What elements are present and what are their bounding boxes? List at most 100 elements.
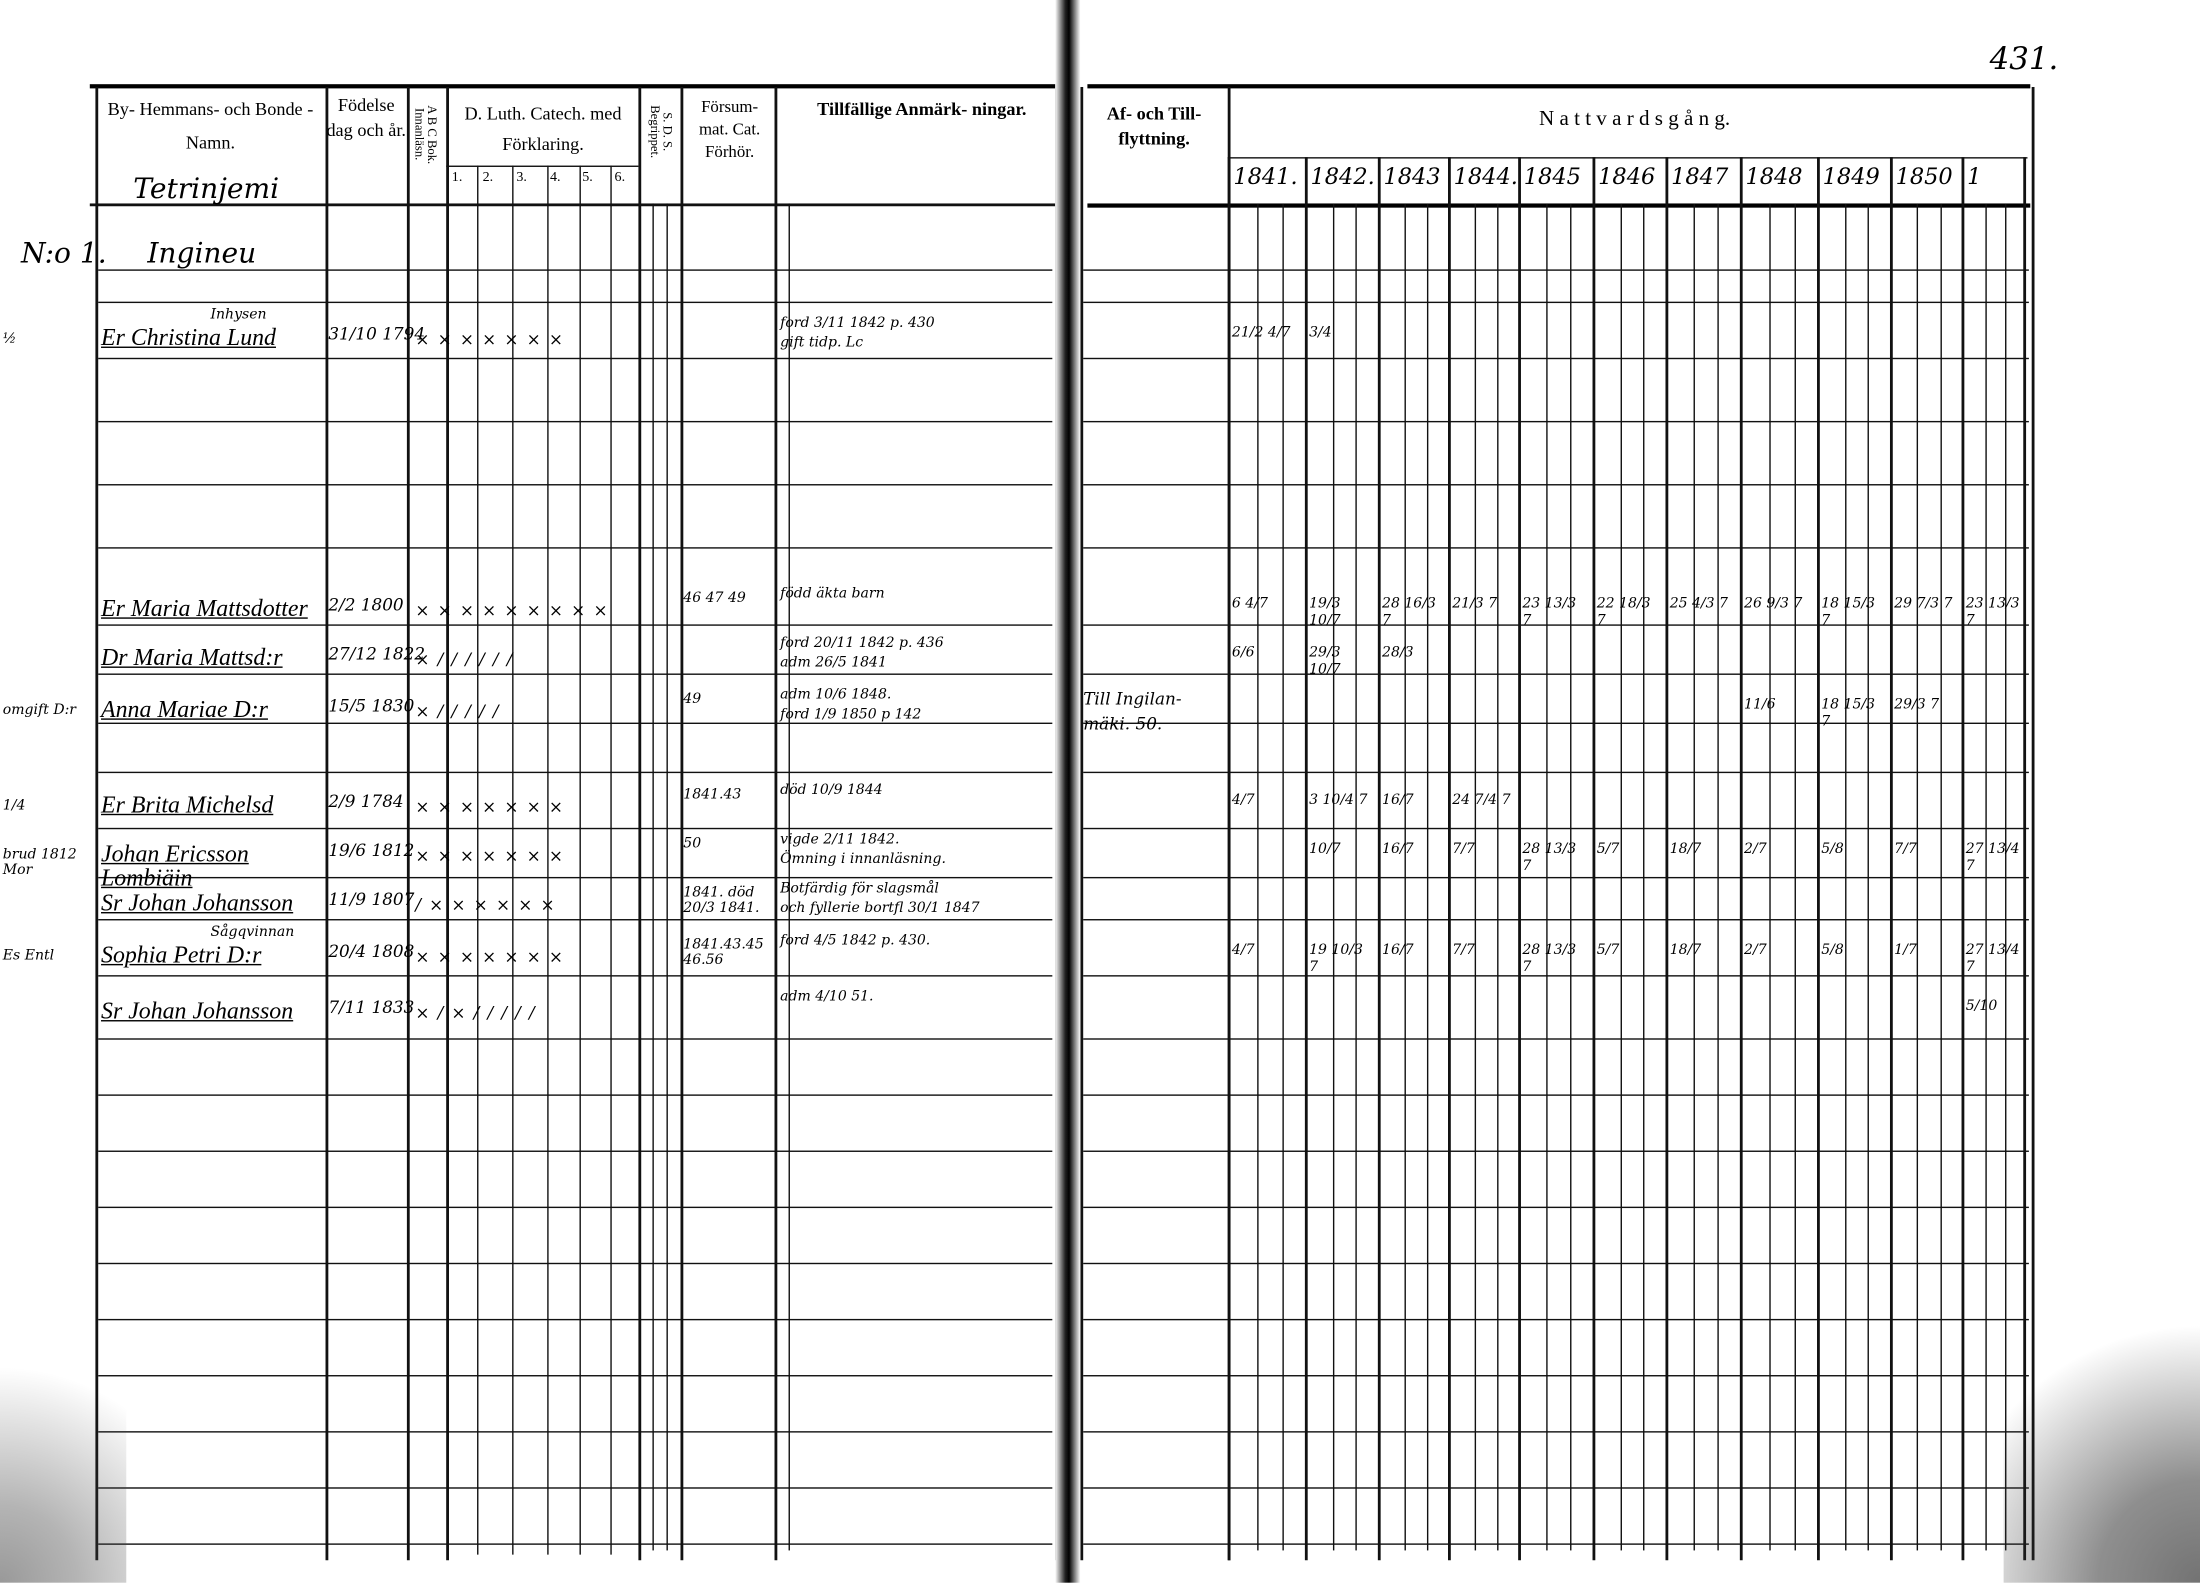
communion-date: 5/8 bbox=[1821, 942, 1844, 959]
catechism-marks: × × × × × × × × × bbox=[415, 600, 609, 621]
row-rule-left bbox=[98, 357, 1053, 360]
year-line bbox=[1377, 157, 1381, 1561]
year-line bbox=[1961, 157, 1965, 1561]
year-line bbox=[1817, 157, 1820, 1561]
birth-date: 31/10 1794 bbox=[328, 324, 426, 344]
row-rule-right bbox=[1083, 827, 2029, 830]
communion-date: 5/8 bbox=[1821, 841, 1844, 858]
row-rule-right bbox=[1083, 771, 2029, 774]
name-annotation: Sågqvinnan bbox=[210, 924, 295, 941]
communion-date: 26 9/3 7 bbox=[1744, 596, 1803, 612]
catechism-subcol-label: 4. bbox=[550, 169, 561, 186]
year-line bbox=[1889, 157, 1893, 1561]
year-line bbox=[1227, 157, 1231, 1561]
row-rule-right bbox=[1083, 269, 2029, 271]
row-rule-right bbox=[1083, 1487, 2029, 1489]
village-name: Tetrinjemi bbox=[133, 171, 280, 205]
person-name: Sophia Petri D:r bbox=[101, 941, 262, 969]
margin-note: Es Entl bbox=[2, 948, 55, 964]
catechism-subcol-label: 1. bbox=[451, 169, 463, 186]
catechism-marks: × × × × × × × bbox=[415, 796, 565, 817]
row-rule-right bbox=[1083, 919, 2029, 921]
communion-date: 27 13/4 7 bbox=[1965, 942, 2020, 976]
header-missed: Försum- mat. Cat. Förhör. bbox=[698, 96, 761, 162]
year-line bbox=[1592, 157, 1596, 1561]
communion-date: 7/7 bbox=[1894, 841, 1917, 858]
missed-hearings: 50 bbox=[683, 836, 702, 852]
row-rule-right bbox=[1083, 1150, 2029, 1152]
row-rule-right bbox=[1083, 301, 2029, 304]
year-header: 1842. bbox=[1310, 162, 1375, 190]
row-rule-left bbox=[98, 1206, 1053, 1209]
communion-date: 16/7 bbox=[1382, 841, 1414, 858]
row-rule-right bbox=[1083, 420, 2029, 423]
row-rule-left bbox=[98, 919, 1053, 921]
margin-note: brud 1812 Mor bbox=[2, 847, 77, 879]
header-rule-right bbox=[1087, 203, 2031, 208]
row-rule-left bbox=[98, 722, 1053, 724]
row-rule-left bbox=[98, 547, 1053, 549]
year-header: 1846 bbox=[1598, 162, 1656, 190]
communion-date: 4/7 bbox=[1231, 792, 1255, 809]
header-communion: N a t t v a r d s g å n g. bbox=[1539, 108, 1731, 131]
communion-date: 6/6 bbox=[1231, 645, 1255, 661]
remark: ford 3/11 1842 p. 430 bbox=[780, 315, 935, 332]
remark: adm 10/6 1848. bbox=[780, 687, 892, 703]
communion-date: 11/6 bbox=[1744, 697, 1776, 713]
row-rule-right bbox=[1083, 1038, 2029, 1040]
birth-date: 7/11 1833 bbox=[328, 997, 415, 1018]
communion-date: 16/7 bbox=[1382, 942, 1414, 959]
row-rule-left bbox=[98, 1038, 1053, 1040]
column-line bbox=[406, 86, 410, 1561]
catechism-marks: × × × × × × × bbox=[415, 846, 565, 866]
catechism-subline bbox=[610, 165, 612, 1555]
scan-damage-left bbox=[0, 1302, 127, 1583]
birth-date: 2/2 1800 bbox=[328, 594, 404, 615]
farm-name: Ingineu bbox=[147, 235, 257, 270]
birth-date: 11/9 1807 bbox=[328, 889, 415, 910]
communion-date: 2/7 bbox=[1744, 841, 1767, 858]
top-rule-left bbox=[89, 84, 1058, 89]
birth-date: 15/5 1830 bbox=[328, 695, 415, 716]
remark: Botfärdig för slagsmål bbox=[780, 881, 939, 897]
row-rule-left bbox=[98, 1094, 1053, 1096]
communion-date: 7/7 bbox=[1452, 841, 1475, 858]
catechism-marks: / × × × × × × bbox=[415, 895, 557, 915]
communion-date: 18/7 bbox=[1669, 841, 1702, 858]
remark: född äkta barn bbox=[780, 586, 885, 602]
column-line bbox=[446, 86, 449, 1561]
header-remarks: Tillfällige Anmärk- ningar. bbox=[817, 98, 1027, 120]
person-name: Sr Johan Johansson bbox=[101, 889, 294, 917]
remark: ford 20/11 1842 p. 436 bbox=[780, 635, 944, 652]
catechism-subrule bbox=[446, 165, 639, 167]
scan-damage bbox=[2003, 1302, 2200, 1583]
year-header: 1850 bbox=[1895, 162, 1953, 190]
person-name: Er Christina Lund bbox=[101, 324, 276, 351]
row-rule-right bbox=[1083, 1431, 2029, 1433]
row-rule-right bbox=[1083, 876, 2029, 879]
person-name: Sr Johan Johansson bbox=[101, 997, 294, 1025]
birth-date: 2/9 1784 bbox=[328, 791, 404, 811]
catechism-subline bbox=[547, 165, 549, 1555]
header-sds: S. D. S. Begrippet. bbox=[648, 105, 675, 159]
row-rule-left bbox=[98, 484, 1053, 486]
row-rule-left bbox=[98, 1543, 1053, 1545]
row-rule-right bbox=[1083, 624, 2029, 626]
row-rule-right bbox=[1083, 1543, 2029, 1545]
birth-date: 27/12 1822 bbox=[328, 644, 426, 664]
year-rule bbox=[1227, 157, 2028, 159]
birth-date: 19/6 1812 bbox=[328, 840, 415, 861]
row-rule-left bbox=[98, 1318, 1053, 1321]
communion-date: 23 13/3 7 bbox=[1522, 596, 1577, 629]
communion-date: 18/7 bbox=[1669, 942, 1702, 959]
person-name: Er Brita Michelsd bbox=[101, 791, 274, 819]
row-rule-right bbox=[1083, 1094, 2029, 1096]
communion-date: 4/7 bbox=[1231, 942, 1255, 959]
year-header: 1849 bbox=[1822, 162, 1880, 190]
remark: adm 4/10 51. bbox=[780, 989, 874, 1005]
year-line bbox=[1518, 157, 1521, 1561]
row-rule-left bbox=[98, 301, 1053, 304]
header-name: By- Hemmans- och Bonde - Namn. bbox=[107, 98, 314, 153]
header-rule-left bbox=[89, 203, 1058, 207]
communion-date: 29/3 7 bbox=[1894, 697, 1940, 713]
